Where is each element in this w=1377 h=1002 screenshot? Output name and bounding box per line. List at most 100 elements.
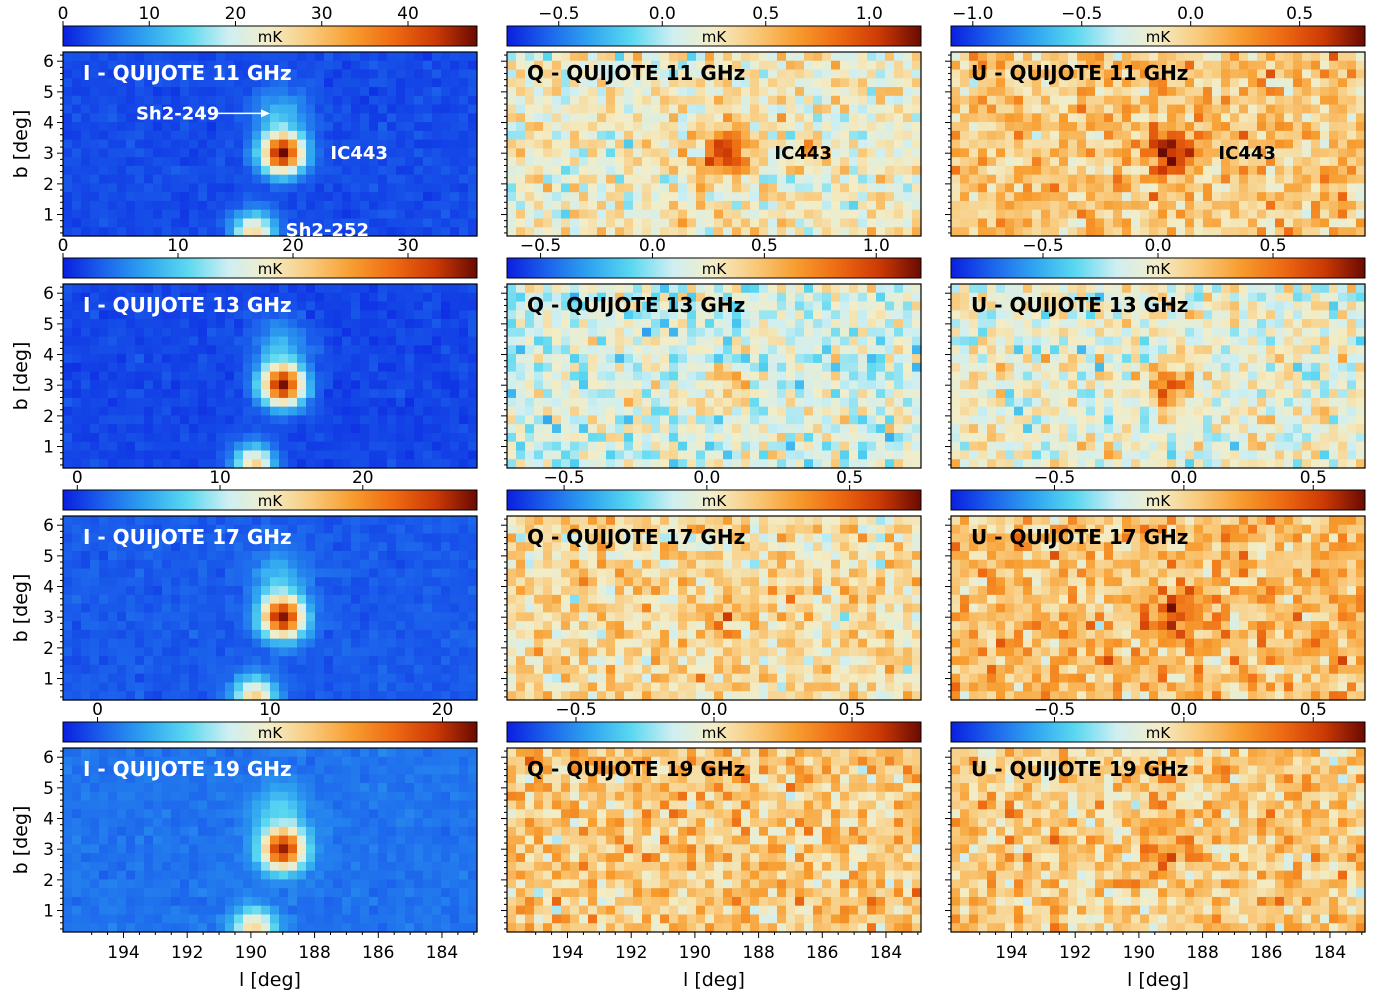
heatmap-cell bbox=[660, 113, 670, 123]
heatmap-cell bbox=[261, 60, 271, 71]
heatmap-cell bbox=[1041, 148, 1051, 158]
heatmap-cell bbox=[81, 406, 91, 417]
heatmap-cell bbox=[216, 345, 226, 355]
heatmap-cell bbox=[144, 424, 154, 434]
heatmap-cell bbox=[669, 104, 679, 114]
heatmap-cell bbox=[597, 397, 607, 408]
heatmap-cell bbox=[849, 284, 859, 294]
heatmap-cell bbox=[288, 192, 298, 202]
heatmap-cell bbox=[162, 69, 172, 79]
heatmap-cell bbox=[507, 432, 517, 443]
heatmap-cell bbox=[171, 209, 181, 220]
heatmap-cell bbox=[507, 148, 517, 158]
heatmap-cell bbox=[786, 292, 796, 303]
heatmap-cell bbox=[1113, 200, 1123, 211]
heatmap-cell bbox=[252, 319, 262, 329]
heatmap-cell bbox=[813, 389, 823, 399]
heatmap-cell bbox=[1059, 139, 1069, 149]
heatmap-cell bbox=[216, 227, 226, 237]
heatmap-cell bbox=[198, 441, 208, 452]
heatmap-cell bbox=[162, 148, 172, 158]
heatmap-cell bbox=[741, 69, 751, 79]
heatmap-cell bbox=[234, 60, 244, 71]
heatmap-cell bbox=[1131, 157, 1141, 167]
heatmap-cell bbox=[432, 60, 442, 71]
heatmap-cell bbox=[588, 148, 598, 158]
heatmap-cell bbox=[969, 87, 979, 97]
heatmap-cell bbox=[324, 113, 334, 123]
heatmap-cell bbox=[351, 192, 361, 202]
heatmap-cell bbox=[813, 292, 823, 303]
heatmap-cell bbox=[90, 227, 100, 237]
heatmap-cell bbox=[432, 183, 442, 193]
heatmap-cell bbox=[642, 78, 652, 88]
heatmap-cell bbox=[705, 104, 715, 114]
heatmap-cell bbox=[858, 139, 868, 149]
heatmap-cell bbox=[333, 327, 343, 338]
heatmap-cell bbox=[1293, 60, 1303, 71]
heatmap-cell bbox=[126, 415, 136, 425]
heatmap-cell bbox=[72, 157, 82, 167]
heatmap-cell bbox=[876, 78, 886, 88]
heatmap-cell bbox=[696, 450, 706, 460]
heatmap-cell bbox=[714, 301, 724, 311]
heatmap-cell bbox=[633, 319, 643, 329]
heatmap-cell bbox=[1311, 104, 1321, 114]
heatmap-cell bbox=[198, 52, 208, 62]
heatmap-cell bbox=[1230, 104, 1240, 114]
heatmap-cell bbox=[687, 218, 697, 228]
heatmap-cell bbox=[99, 157, 109, 167]
heatmap-cell bbox=[117, 450, 127, 460]
heatmap-cell bbox=[117, 157, 127, 167]
heatmap-cell bbox=[885, 415, 895, 425]
heatmap-cell bbox=[696, 336, 706, 346]
heatmap-cell bbox=[324, 69, 334, 79]
heatmap-cell bbox=[423, 60, 433, 71]
heatmap-cell bbox=[579, 165, 589, 176]
heatmap-cell bbox=[1266, 227, 1276, 237]
heatmap-cell bbox=[579, 450, 589, 460]
heatmap-cell bbox=[642, 319, 652, 329]
heatmap-cell bbox=[1293, 52, 1303, 62]
heatmap-cell bbox=[633, 371, 643, 381]
heatmap-cell bbox=[1077, 157, 1087, 167]
heatmap-cell bbox=[723, 78, 733, 88]
heatmap-cell bbox=[588, 310, 598, 320]
heatmap-cell bbox=[1005, 148, 1015, 158]
heatmap-cell bbox=[588, 104, 598, 114]
heatmap-cell bbox=[90, 362, 100, 373]
heatmap-cell bbox=[678, 319, 688, 329]
heatmap-cell bbox=[1356, 218, 1366, 228]
heatmap-cell bbox=[525, 113, 535, 123]
heatmap-cell bbox=[660, 218, 670, 228]
heatmap-cell bbox=[1122, 200, 1132, 211]
heatmap-cell bbox=[996, 87, 1006, 97]
heatmap-cell bbox=[633, 336, 643, 346]
heatmap-cell bbox=[171, 122, 181, 132]
heatmap-cell bbox=[342, 319, 352, 329]
heatmap-cell bbox=[876, 104, 886, 114]
heatmap-cell bbox=[759, 319, 769, 329]
heatmap-cell bbox=[696, 209, 706, 220]
heatmap-cell bbox=[171, 218, 181, 228]
heatmap-cell bbox=[516, 52, 526, 62]
heatmap-cell bbox=[1059, 78, 1069, 88]
heatmap-cell bbox=[459, 87, 469, 97]
heatmap-cell bbox=[225, 310, 235, 320]
heatmap-cell bbox=[90, 327, 100, 338]
heatmap-cell bbox=[987, 200, 997, 211]
heatmap-cell bbox=[579, 227, 589, 237]
heatmap-cell bbox=[342, 362, 352, 373]
heatmap-cell bbox=[516, 183, 526, 193]
heatmap-cell bbox=[813, 301, 823, 311]
heatmap-cell bbox=[90, 424, 100, 434]
heatmap-cell bbox=[459, 362, 469, 373]
heatmap-cell bbox=[387, 371, 397, 381]
heatmap-cell bbox=[72, 192, 82, 202]
heatmap-cell bbox=[279, 389, 289, 399]
heatmap-cell bbox=[153, 157, 163, 167]
heatmap-cell bbox=[1239, 218, 1249, 228]
heatmap-cell bbox=[378, 157, 388, 167]
heatmap-cell bbox=[525, 104, 535, 114]
heatmap-cell bbox=[894, 104, 904, 114]
